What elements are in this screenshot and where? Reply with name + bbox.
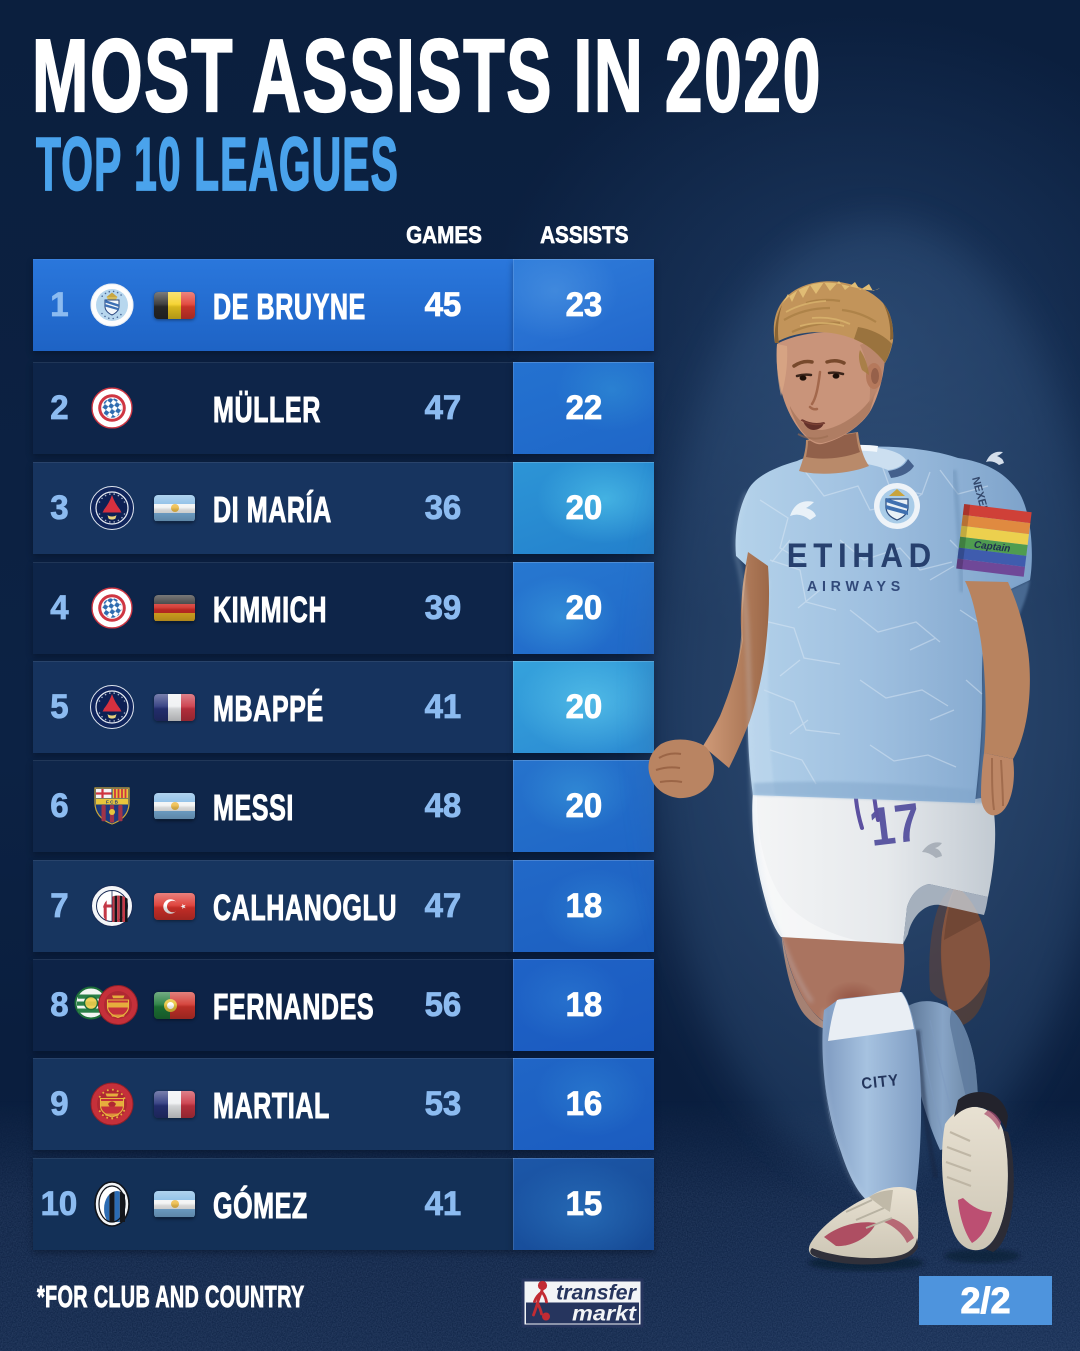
svg-text:F C B: F C B <box>106 799 119 804</box>
svg-text:transfer: transfer <box>556 1281 638 1305</box>
svg-text:markt: markt <box>572 1302 637 1326</box>
svg-text:AIRWAYS: AIRWAYS <box>807 579 905 595</box>
svg-text:Captain: Captain <box>973 540 1011 555</box>
svg-text:CITY: CITY <box>861 1072 899 1093</box>
